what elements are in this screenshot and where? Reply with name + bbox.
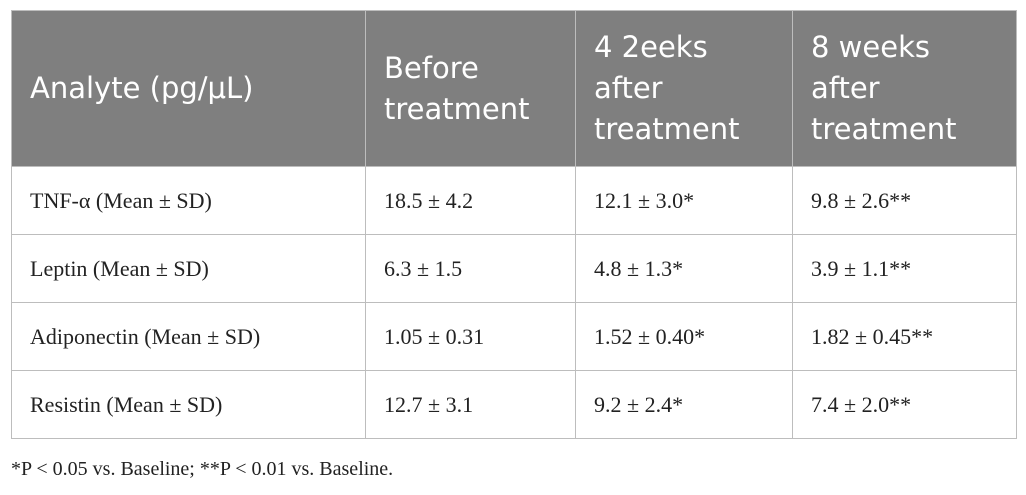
table-cell: 1.05 ± 0.31: [365, 302, 576, 371]
header-row: Analyte (pg/μL) Before treatment 4 2eeks a…: [11, 10, 1017, 167]
table-cell: 7.4 ± 2.0**: [792, 370, 1017, 439]
table-cell: TNF-α (Mean ± SD): [11, 166, 366, 235]
table-row: Resistin (Mean ± SD) 12.7 ± 3.1 9.2 ± 2.4*…: [11, 370, 1017, 439]
table-cell: 1.82 ± 0.45**: [792, 302, 1017, 371]
table-cell: 1.52 ± 0.40*: [575, 302, 793, 371]
table-cell: Adiponectin (Mean ± SD): [11, 302, 366, 371]
table-cell: Resistin (Mean ± SD): [11, 370, 366, 439]
table-cell: Leptin (Mean ± SD): [11, 234, 366, 303]
table-cell: 4.8 ± 1.3*: [575, 234, 793, 303]
table-row: Leptin (Mean ± SD) 6.3 ± 1.5 4.8 ± 1.3* 3.9…: [11, 234, 1017, 303]
table-body: TNF-α (Mean ± SD) 18.5 ± 4.2 12.1 ± 3.0* 9.…: [11, 166, 1017, 439]
table-cell: 12.1 ± 3.0*: [575, 166, 793, 235]
header-cell: 4 2eeks after treatment: [575, 10, 793, 167]
footnote: *P < 0.05 vs. Baseline; **P < 0.01 vs. B…: [11, 458, 394, 480]
header-cell: Before treatment: [365, 10, 576, 167]
table-cell: 12.7 ± 3.1: [365, 370, 576, 439]
header-cell: Analyte (pg/μL): [11, 10, 366, 167]
table-cell: 9.8 ± 2.6**: [792, 166, 1017, 235]
table-cell: 18.5 ± 4.2: [365, 166, 576, 235]
table-cell: 9.2 ± 2.4*: [575, 370, 793, 439]
table-cell: 3.9 ± 1.1**: [792, 234, 1017, 303]
data-table: Analyte (pg/μL) Before treatment 4 2eeks a…: [11, 10, 1017, 439]
header-cell: 8 weeks after treatment: [792, 10, 1017, 167]
table-row: TNF-α (Mean ± SD) 18.5 ± 4.2 12.1 ± 3.0* 9.…: [11, 166, 1017, 235]
table-row: Adiponectin (Mean ± SD) 1.05 ± 0.31 1.52 ±…: [11, 302, 1017, 371]
table-cell: 6.3 ± 1.5: [365, 234, 576, 303]
